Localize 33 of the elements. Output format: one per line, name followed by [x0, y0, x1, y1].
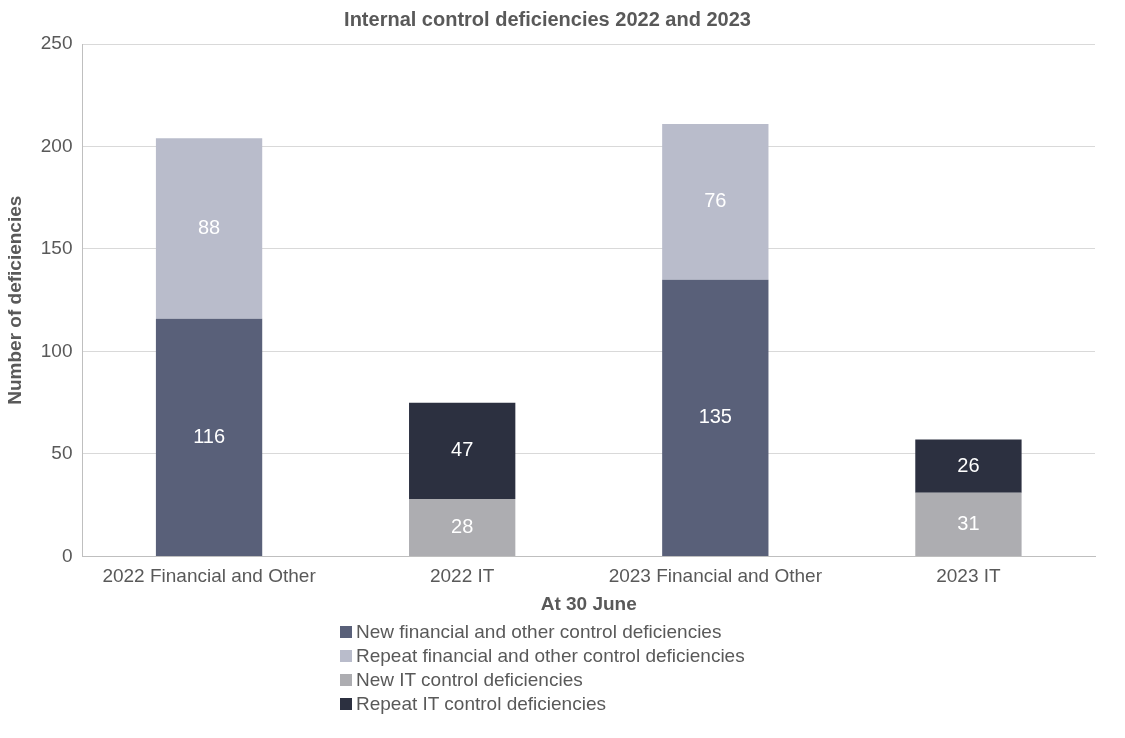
legend-label: Repeat IT control deficiencies [356, 693, 606, 715]
bar [915, 492, 1022, 556]
x-tick-label: 2022 IT [429, 565, 495, 587]
legend-label: New financial and other control deficiencies [356, 621, 722, 643]
bar [662, 123, 769, 280]
x-tick-label: 2023 IT [936, 565, 1002, 587]
x-tick-label: 2023 Financial and Other [608, 565, 823, 587]
x-axis-title: At 30 June [540, 592, 637, 614]
data-label: 26 [957, 453, 980, 476]
data-label: 135 [698, 405, 732, 428]
legend-label: New IT control deficiencies [356, 669, 583, 691]
y-tick-label: 150 [40, 237, 73, 259]
y-tick-label: 100 [40, 339, 73, 361]
y-tick-label: 200 [40, 134, 73, 156]
data-label: 28 [451, 514, 474, 537]
bar [662, 279, 769, 556]
data-label: 31 [957, 511, 980, 534]
data-label: 116 [193, 424, 226, 447]
data-label: 76 [704, 189, 727, 212]
y-tick-label: 250 [40, 32, 73, 54]
x-tick-label: 2022 Financial and Other [102, 565, 317, 587]
legend-label: Repeat financial and other control deficiencies [356, 645, 745, 667]
data-label: 88 [197, 215, 221, 238]
y-tick-label: 0 [61, 544, 73, 566]
data-label: 47 [451, 438, 474, 461]
bar [915, 439, 1022, 493]
bar [409, 499, 516, 556]
bar [155, 318, 263, 556]
bar [409, 402, 516, 500]
y-tick-label: 50 [51, 442, 73, 464]
bar [155, 138, 263, 319]
chart-title: Internal control deficiencies 2022 and 2023 [344, 7, 751, 30]
y-axis-title: Number of deficiencies [3, 195, 25, 405]
